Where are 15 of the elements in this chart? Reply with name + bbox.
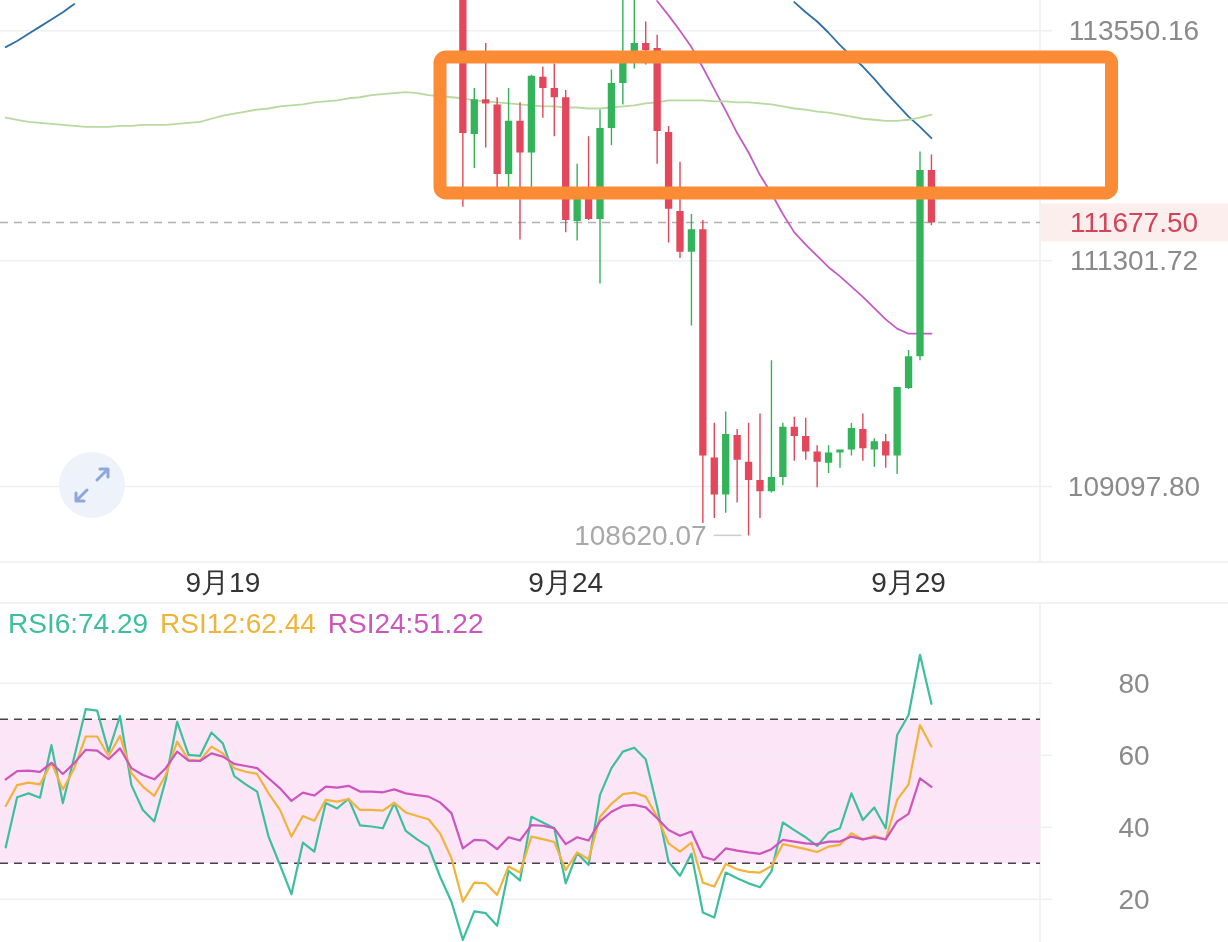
y-tick-label: 60	[1118, 739, 1150, 771]
annotation: 108620.07	[574, 519, 707, 551]
y-tick-label: 113550.16	[1068, 15, 1200, 47]
y-tick-label: 20	[1118, 883, 1150, 915]
y-tick-label: 109097.80	[1067, 470, 1201, 502]
x-tick-label: 9月29	[871, 567, 946, 598]
x-tick-label: 9月19	[185, 567, 261, 598]
y-tick-label: 80	[1118, 667, 1150, 699]
y-tick-label: 111301.72	[1069, 245, 1199, 277]
text: RSI6:74.29	[8, 608, 149, 639]
text: RSI12:62.44	[160, 608, 316, 639]
x-tick-label: 9月24	[528, 567, 604, 598]
text: RSI24:51.22	[327, 608, 484, 639]
y-tick-label: 40	[1118, 811, 1150, 843]
ref-line-label: 111677.50	[1069, 206, 1199, 238]
